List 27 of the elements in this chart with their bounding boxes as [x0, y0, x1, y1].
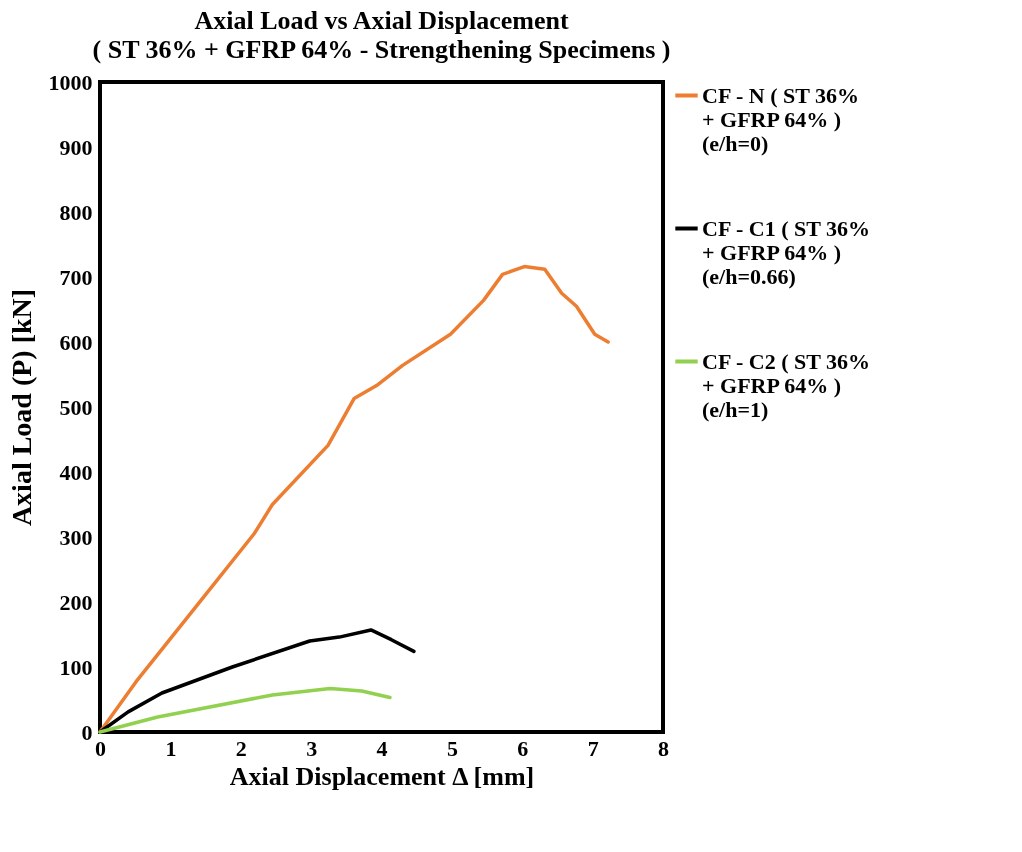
- y-tick-label: 0: [81, 719, 93, 745]
- x-tick-label: 4: [376, 735, 388, 761]
- y-tick-label: 600: [59, 329, 93, 355]
- x-tick-label: 6: [517, 735, 529, 761]
- legend-label: CF - C1 ( ST 36% + GFRP 64% ) (e/h=0.66): [702, 215, 871, 289]
- chart-subtitle: ( ST 36% + GFRP 64% - Strengthening Specimens ): [92, 35, 671, 64]
- legend-label: CF - N ( ST 36% + GFRP 64% ) (e/h=0): [702, 82, 860, 156]
- x-tick-label: 1: [165, 735, 177, 761]
- y-tick-label: 1000: [48, 69, 93, 95]
- y-tick-label: 200: [59, 589, 93, 615]
- y-tick-label: 900: [59, 134, 93, 160]
- x-tick-label: 8: [658, 735, 669, 761]
- y-tick-label: 800: [59, 199, 93, 225]
- x-tick-label: 2: [235, 735, 247, 761]
- x-tick-label: 7: [587, 735, 599, 761]
- y-tick-label: 700: [59, 264, 93, 290]
- y-tick-label: 100: [59, 654, 93, 680]
- y-axis-title: Axial Load (P) [kN]: [5, 288, 37, 527]
- line-series: [98, 686, 392, 734]
- x-tick-label: 5: [446, 735, 458, 761]
- legend-label: CF - C2 ( ST 36% + GFRP 64% ) (e/h=1): [702, 348, 871, 422]
- x-axis-title: Axial Displacement Δ [mm]: [229, 761, 535, 791]
- y-tick-label: 500: [59, 394, 93, 420]
- x-tick-label: 3: [306, 735, 318, 761]
- chart-title: Axial Load vs Axial Displacement: [194, 6, 569, 35]
- y-tick-label: 400: [59, 459, 93, 485]
- y-tick-label: 300: [59, 524, 93, 550]
